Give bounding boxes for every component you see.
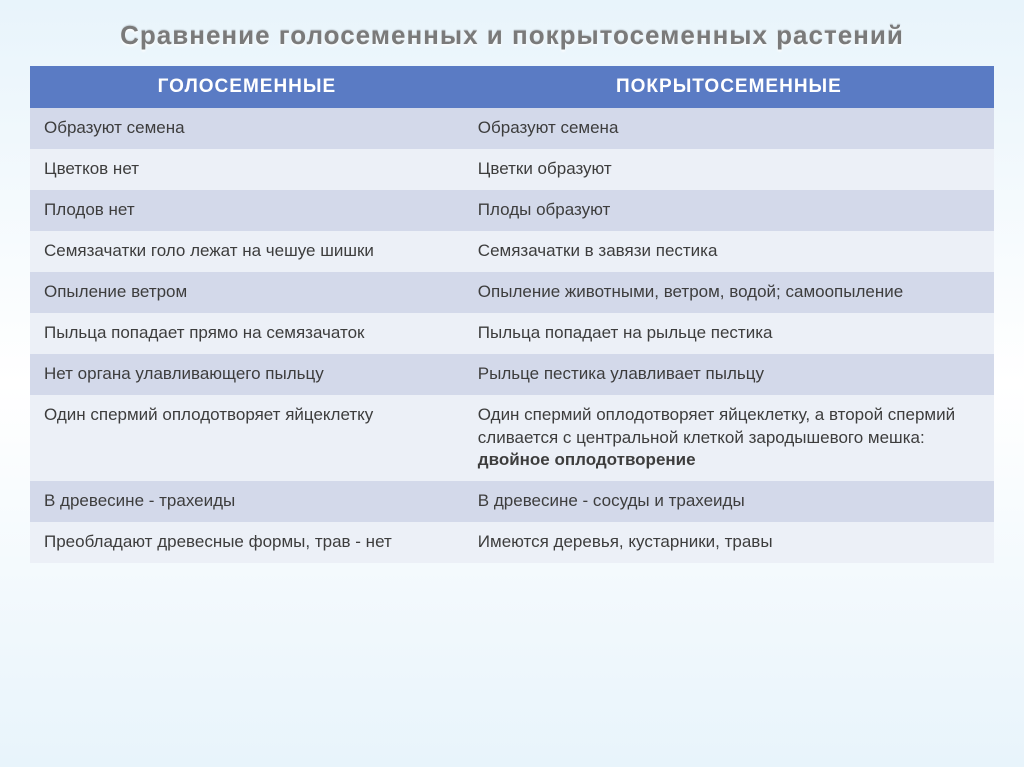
cell-right-bold: двойное оплодотворение <box>478 450 696 469</box>
cell-right: Плоды образуют <box>464 190 994 231</box>
table-row: В древесине - трахеиды В древесине - сос… <box>30 481 994 522</box>
table-row: Цветков нет Цветки образуют <box>30 149 994 190</box>
cell-left: Плодов нет <box>30 190 464 231</box>
cell-left: Семязачатки голо лежат на чешуе шишки <box>30 231 464 272</box>
table-row: Один спермий оплодотворяет яйцеклетку Од… <box>30 395 994 482</box>
cell-right: Цветки образуют <box>464 149 994 190</box>
cell-left: В древесине - трахеиды <box>30 481 464 522</box>
table-row: Нет органа улавливающего пыльцу Рыльце п… <box>30 354 994 395</box>
comparison-table: ГОЛОСЕМЕННЫЕ ПОКРЫТОСЕМЕННЫЕ Образуют се… <box>30 66 994 563</box>
table-row: Плодов нет Плоды образуют <box>30 190 994 231</box>
column-header-right: ПОКРЫТОСЕМЕННЫЕ <box>464 66 994 108</box>
cell-right: Образуют семена <box>464 108 994 149</box>
cell-right: Пыльца попадает на рыльце пестика <box>464 313 994 354</box>
cell-left: Цветков нет <box>30 149 464 190</box>
table-row: Пыльца попадает прямо на семязачаток Пыл… <box>30 313 994 354</box>
table-body: Образуют семена Образуют семена Цветков … <box>30 108 994 563</box>
cell-left: Пыльца попадает прямо на семязачаток <box>30 313 464 354</box>
table-row: Опыление ветром Опыление животными, ветр… <box>30 272 994 313</box>
cell-right: Один спермий оплодотворяет яйцеклетку, а… <box>464 395 994 482</box>
column-header-left: ГОЛОСЕМЕННЫЕ <box>30 66 464 108</box>
table-row: Образуют семена Образуют семена <box>30 108 994 149</box>
table-row: Семязачатки голо лежат на чешуе шишки Се… <box>30 231 994 272</box>
page-title: Сравнение голосеменных и покрытосеменных… <box>30 20 994 51</box>
cell-right: Семязачатки в завязи пестика <box>464 231 994 272</box>
cell-right: Рыльце пестика улавливает пыльцу <box>464 354 994 395</box>
cell-left: Один спермий оплодотворяет яйцеклетку <box>30 395 464 482</box>
cell-right: Имеются деревья, кустарники, травы <box>464 522 994 563</box>
cell-left: Преобладают древесные формы, трав - нет <box>30 522 464 563</box>
cell-left: Опыление ветром <box>30 272 464 313</box>
cell-right: В древесине - сосуды и трахеиды <box>464 481 994 522</box>
cell-right-prefix: Один спермий оплодотворяет яйцеклетку, а… <box>478 405 955 447</box>
cell-left: Образуют семена <box>30 108 464 149</box>
cell-left: Нет органа улавливающего пыльцу <box>30 354 464 395</box>
table-row: Преобладают древесные формы, трав - нет … <box>30 522 994 563</box>
cell-right: Опыление животными, ветром, водой; самоо… <box>464 272 994 313</box>
